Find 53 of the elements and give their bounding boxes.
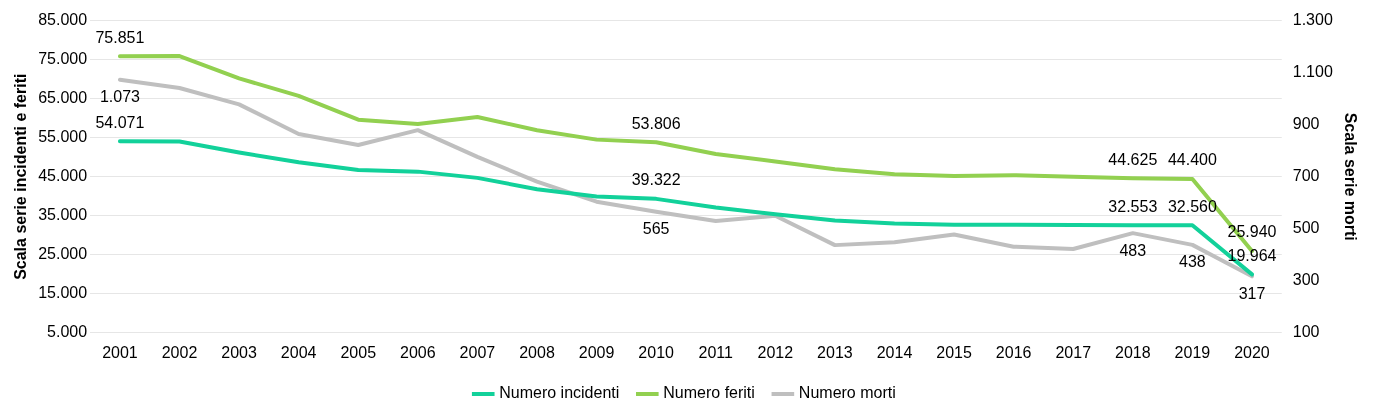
y-tick-label: 85.000 [38, 11, 88, 29]
x-tick-label: 2008 [519, 343, 555, 361]
data-label: 75.851 [95, 28, 145, 46]
data-label: 44.400 [1167, 151, 1217, 169]
data-label: 53.806 [631, 114, 681, 132]
y2-tick-label: 1.100 [1292, 63, 1333, 81]
x-tick-label: 2011 [698, 343, 734, 361]
data-label: 39.322 [631, 171, 681, 189]
y2-tick-label: 1.300 [1292, 11, 1333, 29]
y2-tick-label: 700 [1292, 167, 1320, 185]
x-tick-label: 2004 [280, 343, 317, 361]
y-tick-label: 15.000 [38, 284, 88, 302]
x-tick-label: 2003 [221, 343, 257, 361]
y-tick-label: 25.000 [38, 245, 88, 263]
x-tick-label: 2014 [876, 343, 913, 361]
x-tick-label: 2013 [817, 343, 853, 361]
x-tick-label: 2006 [400, 343, 436, 361]
x-tick-label: 2001 [102, 343, 138, 361]
x-tick-label: 2007 [459, 343, 496, 361]
x-tick-label: 2016 [995, 343, 1032, 361]
x-tick-label: 2015 [936, 343, 972, 361]
data-label: 317 [1238, 284, 1266, 302]
y-tick-label: 75.000 [38, 50, 88, 68]
data-label: 54.071 [95, 113, 145, 131]
x-tick-label: 2002 [161, 343, 198, 361]
y2-axis-title: Scala serie morti [1341, 112, 1359, 241]
x-tick-label: 2017 [1055, 343, 1092, 361]
x-tick-label: 2012 [757, 343, 794, 361]
data-label: 483 [1119, 241, 1147, 259]
y-tick-label: 5.000 [47, 323, 88, 341]
y2-tick-label: 300 [1292, 271, 1320, 289]
data-label: 565 [642, 220, 670, 238]
x-tick-label: 2010 [638, 343, 675, 361]
x-tick-label: 2019 [1174, 343, 1211, 361]
legend-label: Numero feriti [663, 384, 755, 402]
legend-label: Numero morti [798, 384, 896, 402]
data-label: 32.553 [1108, 197, 1158, 215]
y-axis-title: Scala serie incidenti e feriti [12, 73, 30, 280]
x-tick-label: 2005 [340, 343, 377, 361]
y2-tick-label: 900 [1292, 115, 1320, 133]
data-label: 44.625 [1108, 150, 1158, 168]
data-label: 438 [1179, 253, 1206, 271]
x-tick-label: 2009 [578, 343, 615, 361]
y2-tick-label: 500 [1292, 219, 1320, 237]
y-tick-label: 55.000 [38, 128, 88, 146]
data-label: 1.073 [99, 88, 141, 106]
y-tick-label: 45.000 [38, 167, 88, 185]
x-tick-label: 2020 [1234, 343, 1270, 361]
y-tick-label: 35.000 [38, 206, 88, 224]
x-tick-label: 2018 [1115, 343, 1151, 361]
y2-tick-label: 100 [1292, 323, 1320, 341]
legend-label: Numero incidenti [499, 384, 620, 402]
y-tick-label: 65.000 [38, 89, 88, 107]
